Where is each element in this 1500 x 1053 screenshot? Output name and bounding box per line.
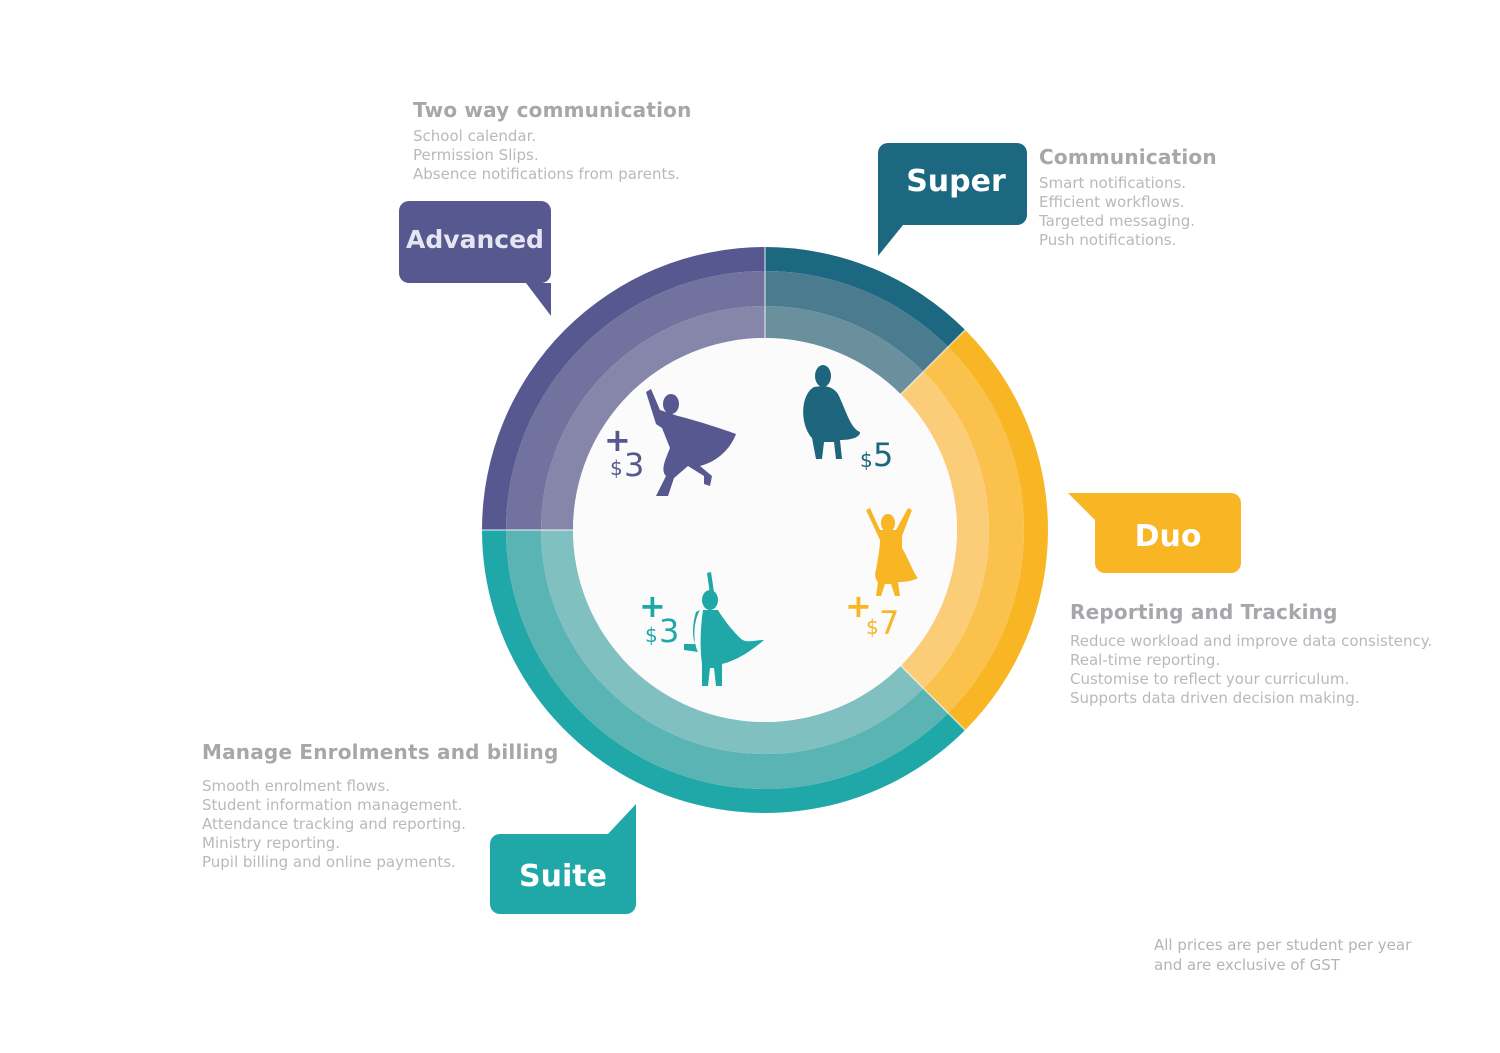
super-ring-segment-band-2 (765, 271, 949, 372)
feature-line: Efficient workflows. (1039, 193, 1185, 211)
advanced-plan-label: Advanced (406, 224, 544, 254)
feature-line: Real-time reporting. (1070, 651, 1221, 669)
duo-bubble (1068, 493, 1241, 573)
suite-ring-segment-band-1 (482, 530, 966, 814)
advanced-ring-segment-band-2 (506, 271, 765, 530)
duo-features: Reporting and Tracking Reduce workload a… (1070, 600, 1432, 708)
super-price: $ 5 (860, 436, 893, 474)
feature-line: Supports data driven decision making. (1070, 689, 1360, 707)
super-ring-segment-band-1 (765, 247, 966, 347)
super-price-currency: $ (860, 448, 873, 472)
suite-hero-icon (684, 572, 764, 686)
advanced-feature-heading: Two way communication (413, 98, 692, 122)
pricing-note-line: All prices are per student per year (1154, 936, 1412, 954)
advanced-bubble (399, 201, 551, 316)
suite-ring-segment-band-2 (506, 530, 949, 790)
feature-line: Push notifications. (1039, 231, 1177, 249)
duo-price-currency: $ (866, 615, 879, 639)
super-bubble (878, 143, 1027, 256)
duo-price-plus: + (845, 587, 872, 625)
feature-line: Reduce workload and improve data consist… (1070, 632, 1433, 650)
duo-ring-segment-band-3 (900, 371, 989, 689)
suite-price: + $ 3 (639, 587, 679, 650)
feature-line: Permission Slips. (413, 146, 539, 164)
pricing-note-line: and are exclusive of GST (1154, 956, 1340, 974)
duo-price: + $ 7 (845, 587, 899, 642)
pricing-note: All prices are per student per year and … (1154, 935, 1411, 975)
suite-price-currency: $ (645, 623, 658, 647)
feature-line: Attendance tracking and reporting. (202, 815, 466, 833)
super-features: Communication Smart notifications. Effic… (1039, 145, 1217, 250)
advanced-features: Two way communication School calendar. P… (413, 98, 692, 184)
suite-feature-heading: Manage Enrolments and billing (202, 740, 559, 764)
super-hero-icon (803, 365, 860, 459)
super-plan-label: Super (906, 163, 1006, 199)
feature-line: Ministry reporting. (202, 834, 341, 852)
feature-line: School calendar. (413, 127, 537, 145)
ring-divider (900, 329, 966, 395)
super-feature-heading: Communication (1039, 145, 1217, 169)
suite-features: Manage Enrolments and billing Smooth enr… (202, 740, 559, 872)
advanced-price: + $ 3 (604, 421, 644, 484)
feature-line: Pupil billing and online payments. (202, 853, 456, 871)
suite-price-value: 3 (659, 612, 679, 650)
suite-ring-segment-band-3 (541, 530, 924, 754)
feature-line: Customise to reflect your curriculum. (1070, 670, 1350, 688)
advanced-price-value: 3 (624, 446, 644, 484)
advanced-hero-icon (646, 389, 736, 496)
duo-price-value: 7 (879, 604, 899, 642)
suite-bubble (490, 804, 636, 914)
super-ring-segment-band-3 (765, 306, 924, 395)
feature-line: Smart notifications. (1039, 174, 1187, 192)
suite-plan-label: Suite (519, 858, 607, 894)
ring-divider (900, 665, 966, 731)
duo-ring-segment-band-1 (948, 329, 1048, 731)
feature-line: Absence notifications from parents. (413, 165, 680, 183)
advanced-price-plus: + (604, 421, 631, 459)
advanced-ring-segment-band-1 (482, 247, 765, 530)
advanced-ring-segment-band-3 (541, 306, 765, 530)
duo-hero-icon (866, 508, 918, 596)
feature-line: Student information management. (202, 796, 463, 814)
suite-price-plus: + (639, 587, 666, 625)
duo-plan-label: Duo (1134, 518, 1202, 554)
feature-line: Smooth enrolment flows. (202, 777, 391, 795)
duo-feature-heading: Reporting and Tracking (1070, 600, 1338, 624)
super-price-value: 5 (873, 436, 893, 474)
advanced-price-currency: $ (610, 456, 623, 480)
duo-ring-segment-band-2 (923, 346, 1024, 714)
feature-line: Targeted messaging. (1039, 212, 1196, 230)
